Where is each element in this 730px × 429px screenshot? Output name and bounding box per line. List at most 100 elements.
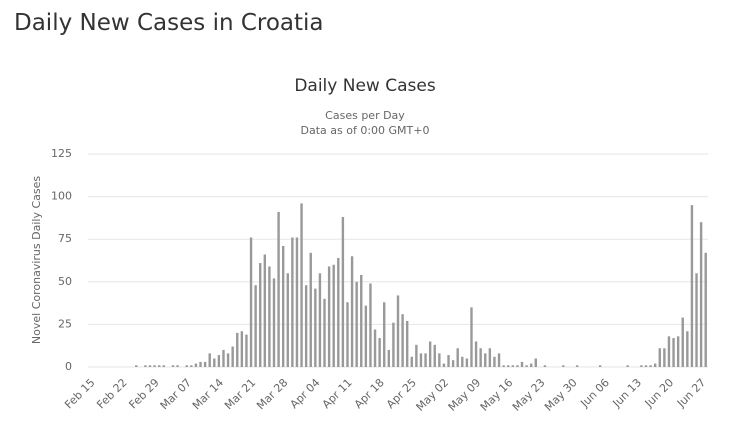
bar — [470, 307, 473, 367]
x-tick-label: Apr 11 — [320, 376, 355, 411]
x-tick-label: May 16 — [478, 376, 516, 414]
bar — [231, 346, 234, 367]
bar — [681, 317, 684, 367]
bar — [672, 338, 675, 367]
x-tick-label: May 02 — [414, 376, 452, 414]
bar — [428, 341, 432, 367]
bar — [663, 348, 666, 367]
bar — [396, 295, 400, 367]
bar — [410, 356, 413, 367]
bar — [415, 344, 418, 367]
bar — [438, 353, 441, 367]
bar — [598, 365, 602, 367]
bar — [690, 205, 694, 367]
bar — [401, 314, 404, 367]
bar — [419, 353, 423, 367]
bar — [479, 348, 482, 367]
x-tick-label: Mar 14 — [190, 376, 226, 412]
bar — [148, 365, 152, 367]
x-tick-label: Jun 27 — [674, 376, 708, 410]
bar — [456, 348, 459, 367]
bar — [667, 336, 671, 367]
bar — [355, 281, 358, 367]
bar — [502, 365, 505, 367]
bar — [686, 331, 689, 367]
bar — [346, 302, 349, 367]
bar — [304, 285, 308, 367]
bar — [245, 334, 248, 367]
bar — [649, 365, 652, 367]
bar — [217, 355, 221, 367]
x-tick-label: Feb 29 — [126, 376, 161, 411]
bar — [511, 365, 515, 367]
bar — [222, 349, 225, 367]
y-tick-label: 125 — [51, 147, 72, 160]
bar — [135, 365, 138, 367]
bar — [171, 365, 175, 367]
bar — [507, 365, 510, 367]
bar — [644, 365, 648, 367]
bar — [208, 353, 211, 367]
bar — [286, 273, 289, 367]
x-tick-label: Jun 20 — [642, 376, 676, 410]
bar — [268, 266, 271, 367]
y-tick-label: 100 — [51, 190, 72, 203]
bar — [484, 353, 487, 367]
x-tick-label: Mar 07 — [158, 376, 194, 412]
bar — [350, 256, 354, 367]
bar — [543, 365, 547, 367]
x-tick-label: May 30 — [542, 376, 580, 414]
bar — [562, 365, 565, 367]
bar — [387, 349, 391, 367]
y-tick-label: 75 — [58, 232, 72, 245]
bar — [520, 361, 524, 367]
bar — [263, 254, 267, 367]
bar — [442, 363, 446, 367]
x-tick-label: Jun 13 — [610, 376, 644, 410]
bar — [176, 365, 179, 367]
chart-subtitle: Cases per Day — [325, 109, 405, 122]
bar — [332, 264, 335, 367]
bar — [676, 336, 680, 367]
bar — [226, 353, 230, 367]
bar — [474, 341, 478, 367]
bar — [383, 302, 386, 367]
bar — [497, 353, 501, 367]
bar — [309, 252, 312, 367]
bar — [323, 298, 326, 367]
x-tick-label: Jun 06 — [577, 376, 611, 410]
bar — [157, 365, 161, 367]
x-tick-label: May 23 — [510, 376, 548, 414]
bar — [190, 365, 193, 367]
bar — [433, 344, 436, 367]
chart-title: Daily New Cases — [294, 76, 436, 96]
bar — [240, 331, 244, 367]
chart-subtitle: Data as of 0:00 GMT+0 — [301, 124, 430, 137]
bar — [461, 356, 464, 367]
bar — [525, 365, 528, 367]
bar — [277, 211, 280, 367]
bar — [488, 348, 492, 367]
bar — [373, 329, 377, 367]
bar — [529, 363, 533, 367]
y-tick-label: 0 — [65, 360, 72, 373]
bar — [465, 358, 469, 367]
bar — [318, 273, 322, 367]
page-title: Daily New Cases in Croatia — [14, 10, 324, 36]
bar — [493, 356, 496, 367]
bar — [360, 274, 363, 367]
bar — [364, 305, 368, 367]
y-tick-label: 50 — [58, 275, 72, 288]
y-axis-label: Novel Coronavirus Daily Cases — [30, 176, 43, 344]
bar — [291, 237, 294, 367]
bar — [213, 358, 216, 367]
bar — [516, 365, 519, 367]
bar — [424, 353, 427, 367]
bar — [144, 365, 147, 367]
bar — [626, 365, 629, 367]
bar — [451, 360, 455, 367]
x-tick-label: Feb 15 — [62, 376, 97, 411]
bar — [314, 288, 317, 367]
x-tick-label: Mar 21 — [222, 376, 258, 412]
